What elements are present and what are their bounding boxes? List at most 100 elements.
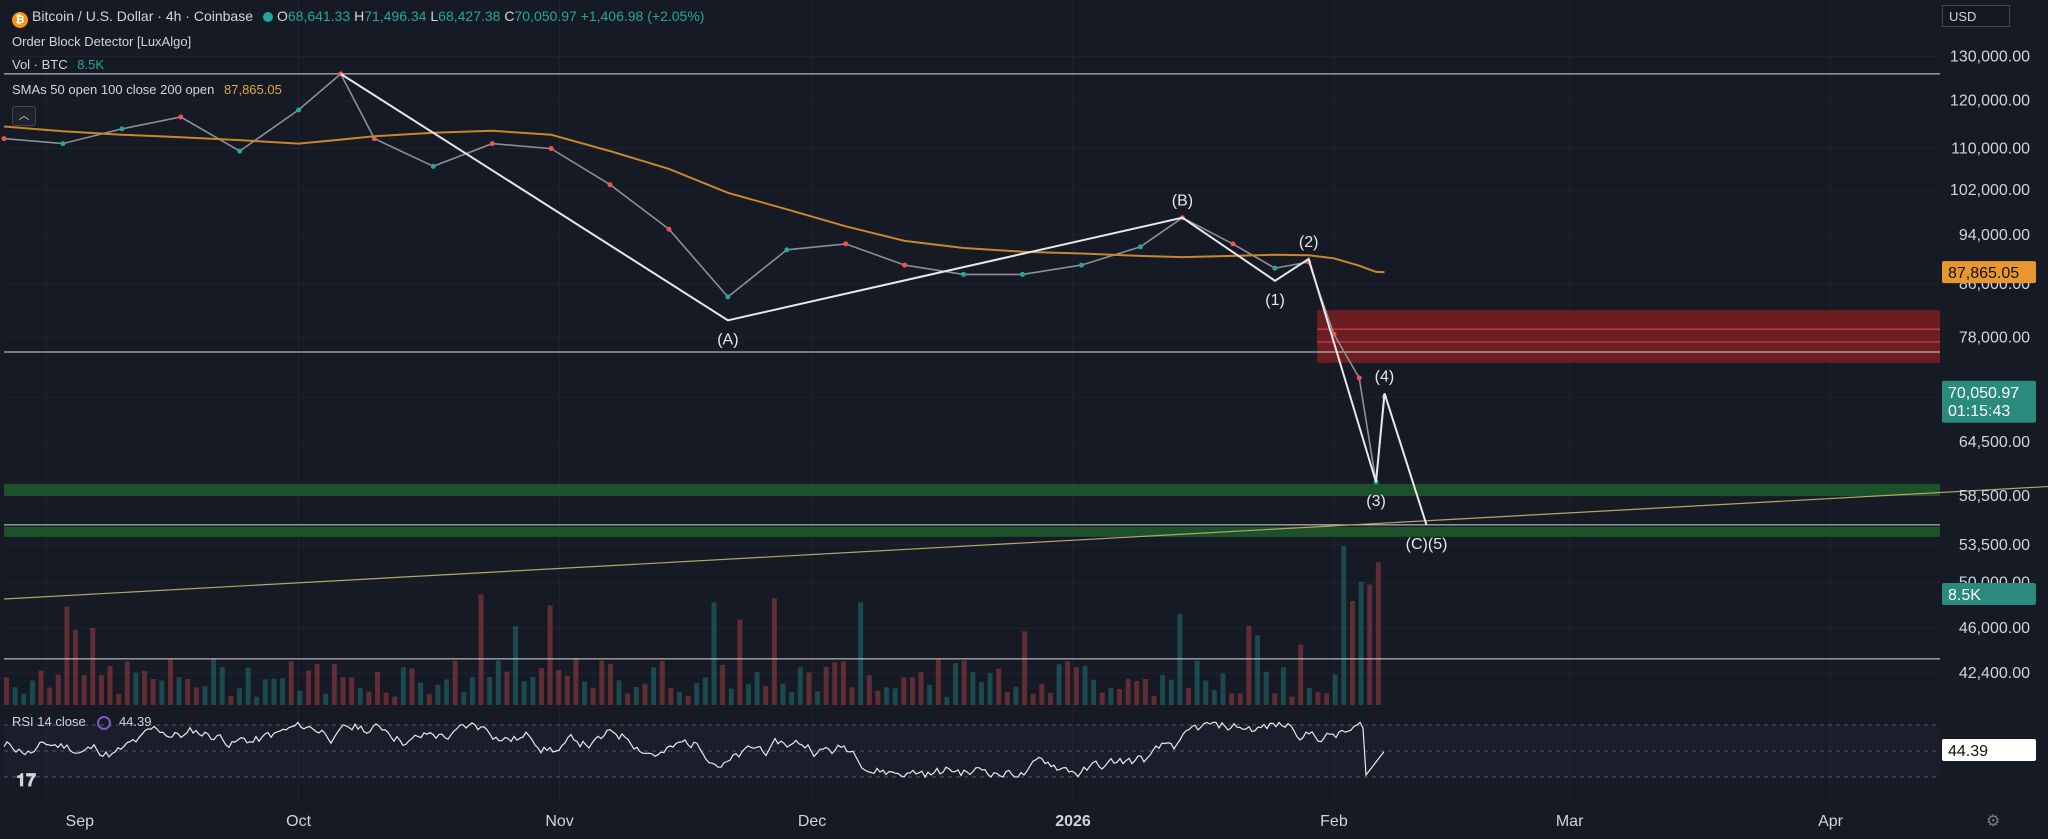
price-tick-label: 102,000.00 [1950,182,2030,199]
volume-bar [435,684,441,705]
volume-bar [720,664,726,705]
rsi-badge-bg [1942,739,2036,761]
volume-bar [116,693,122,705]
volume-bar [1229,693,1235,705]
time-tick-label: Oct [286,813,311,830]
volume-bar [12,687,18,705]
volume-bar [996,668,1002,705]
price-tick-label: 53,500.00 [1959,537,2030,554]
volume-bar [556,669,562,705]
volume-bar [1004,692,1010,705]
volume-bar [185,678,191,705]
high-value: 71,496.34 [364,8,427,24]
order-block-legend[interactable]: Order Block Detector [LuxAlgo] [12,34,192,49]
price-point [666,226,672,232]
volume-badge-bg [1942,583,2036,605]
price-point [371,136,377,142]
time-tick-label: Nov [545,813,573,830]
volume-value: 8.5K [77,57,104,72]
wave-label: (A) [717,331,738,348]
market-status-icon [262,12,273,22]
volume-bar [797,667,803,705]
chevron-up-icon: ︿ [18,110,30,122]
volume-bar [73,629,79,705]
volume-bar [1047,692,1053,705]
volume-bar [228,696,234,705]
volume-bar [81,674,87,705]
volume-bar [823,666,829,705]
wave-label: (B) [1172,193,1193,210]
last-price-badge-bg [1942,380,2036,423]
volume-bar [815,691,821,705]
currency-selector[interactable]: USD [1942,5,2010,27]
collapse-legend-button[interactable]: ︿ [12,106,36,126]
symbol-title: Bitcoin / U.S. Dollar · 4h · Coinbase [32,8,253,24]
rsi-legend[interactable]: RSI 14 close 44.39 [12,714,152,730]
price-point [178,114,184,120]
rsi-settings-icon[interactable] [97,716,112,730]
open-label: O [276,8,288,24]
volume-bar [133,672,139,705]
symbol-legend[interactable]: ₿ Bitcoin / U.S. Dollar · 4h · Coinbase O6… [12,8,704,28]
trendline [3,485,2048,600]
price-tick-label: 42,400.00 [1959,665,2030,682]
volume-bar [1280,667,1286,705]
volume-bar [142,670,148,705]
volume-bar [685,695,691,705]
last-price-badge-text: 01:15:43 [1948,403,2010,420]
price-tick-label: 46,000.00 [1959,620,2030,637]
volume-bar [495,660,501,705]
volume-bar [547,605,553,705]
price-point [961,271,967,277]
rsi-badge-text: 44.39 [1948,743,1988,760]
price-point [1230,241,1236,247]
volume-bar [987,673,993,705]
volume-bar [633,686,639,705]
time-axis[interactable]: Sep Oct Nov Dec 2026 Feb Mar Apr [66,813,1844,830]
volume-bar [1160,675,1166,705]
order-blocks [4,310,1940,537]
volume-bar [1194,660,1200,705]
volume-bar [254,696,260,705]
wave-label: (4) [1375,368,1395,385]
volume-bar [771,598,777,705]
volume-bar [452,660,458,705]
volume-bar [573,658,579,705]
tradingview-logo-icon[interactable]: 𝟏𝟕 [16,770,37,791]
volume-bar [280,678,286,705]
volume-bar [1358,581,1364,705]
volume-bar [314,663,320,705]
volume-bar [469,677,475,705]
volume-bar [668,688,674,705]
price-point [430,163,436,169]
gear-icon[interactable]: ⚙ [1986,813,2001,830]
volume-bar [1099,692,1105,705]
volume-bar [1306,687,1312,705]
sma-line [3,125,1385,274]
volume-bar [625,693,631,705]
volume-bar [211,658,217,705]
rsi-pane [3,721,1940,779]
volume-label: Vol · BTC [12,57,68,72]
volume-bar [1289,696,1295,705]
volume-bar [530,676,536,705]
sma-legend[interactable]: SMAs 50 open 100 close 200 open 87,865.0… [12,82,282,97]
volume-bar [953,663,959,705]
volume-bar [728,688,734,705]
wave-label: (3) [1366,493,1386,510]
volume-bar [780,683,786,705]
sma-price-badge-bg [1942,261,2036,284]
volume-bar [262,679,268,705]
volume-bar [98,675,104,705]
rsi-value: 44.39 [118,714,152,729]
volume-bar [478,594,484,705]
volume-bar [616,680,622,705]
volume-bar [789,692,795,705]
volume-bar [236,688,242,705]
volume-bar [409,668,415,705]
volume-bar [124,661,130,705]
order-block-bearish [1317,310,1940,363]
volume-legend[interactable]: Vol · BTC 8.5K [12,57,104,72]
